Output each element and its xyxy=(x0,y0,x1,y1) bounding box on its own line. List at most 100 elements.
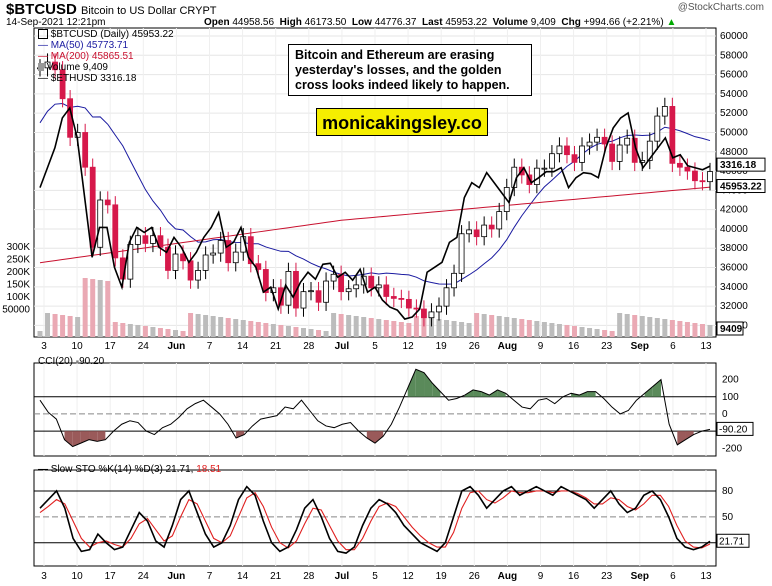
candle-body xyxy=(247,236,254,265)
candle-body xyxy=(232,251,239,264)
volume-bar xyxy=(37,331,43,337)
volume-bar xyxy=(534,321,540,337)
candle-body xyxy=(571,154,578,163)
legend-eth: — $ETHUSD 3316.18 xyxy=(38,73,137,84)
legend-ma200: — MA(200) 45865.51 xyxy=(38,51,134,62)
volume-bar xyxy=(300,328,306,337)
x-tick-label-bottom: 26 xyxy=(469,571,481,582)
x-tick-label-bottom: 14 xyxy=(237,571,249,582)
last-value: 45953.22 xyxy=(445,17,488,28)
candle-body xyxy=(165,246,171,271)
volume-bar xyxy=(165,329,171,337)
candle-body xyxy=(180,253,186,262)
ma200-line xyxy=(39,186,711,264)
candle-body xyxy=(594,136,600,143)
x-tick-label: 28 xyxy=(303,341,315,352)
cci-tick-label: 100 xyxy=(722,392,739,403)
volume-label: Volume xyxy=(492,17,528,28)
price-tick-label: 52000 xyxy=(720,108,748,119)
candle-body xyxy=(210,252,217,256)
candle-body xyxy=(579,145,585,163)
price-tick-label: 56000 xyxy=(720,70,748,81)
volume-tick-label: 150K xyxy=(7,280,31,291)
candle-body xyxy=(661,106,668,117)
x-tick-label: 14 xyxy=(237,341,249,352)
volume-bar xyxy=(270,324,276,337)
x-tick-label: 7 xyxy=(207,341,213,352)
candle-body xyxy=(669,106,676,164)
cci-fill-negative xyxy=(677,431,686,445)
legend-ma50-label: MA(50) 45773.71 xyxy=(50,40,129,51)
volume-bar xyxy=(210,316,216,337)
volume-bar xyxy=(331,313,337,337)
volume-bar xyxy=(647,317,653,337)
volume-bar xyxy=(699,324,705,337)
last-label: Last xyxy=(421,17,443,28)
candle-body xyxy=(601,136,608,145)
volume-bar xyxy=(556,324,562,337)
volume-bar xyxy=(526,320,532,337)
volume-bar xyxy=(308,329,314,337)
cci-title-text: CCI(20) -90.20 xyxy=(38,356,105,367)
sto-last-label: 21.71 xyxy=(719,536,744,547)
volume-bar xyxy=(278,325,284,337)
candle-body xyxy=(466,229,473,235)
volume-bar xyxy=(240,320,246,337)
x-tick-label-bottom: 7 xyxy=(207,571,213,582)
volume-bar xyxy=(391,321,397,337)
price-tick-label: 48000 xyxy=(720,147,748,158)
volume-bar xyxy=(60,315,66,337)
volume-bar xyxy=(157,328,163,337)
candle-body xyxy=(443,287,450,307)
candle-body xyxy=(172,253,179,271)
x-tick-label: 23 xyxy=(601,341,613,352)
volume-bar xyxy=(97,280,103,337)
ma50-line xyxy=(39,103,711,285)
candle-body xyxy=(684,166,691,172)
legend-ma50: — MA(50) 45773.71 xyxy=(38,40,129,51)
volume-bar xyxy=(225,318,231,337)
cci-fill-positive xyxy=(415,369,425,397)
legend-volume: Volume 9,409 xyxy=(38,62,174,73)
cci-tick-label: -200 xyxy=(722,443,742,454)
eth-line xyxy=(39,106,711,320)
quote-date: 14-Sep-2021 12:21pm xyxy=(6,17,106,28)
volume-bar xyxy=(173,330,179,337)
volume-bar xyxy=(481,314,487,337)
volume-bar xyxy=(579,327,585,337)
volume-bar xyxy=(75,317,81,337)
volume-bar xyxy=(105,281,111,337)
x-tick-label-bottom: 17 xyxy=(105,571,117,582)
volume-bar xyxy=(353,316,359,337)
legend-ma200-label: MA(200) 45865.51 xyxy=(50,51,134,62)
volume-bar xyxy=(587,328,593,337)
volume-bar xyxy=(406,323,412,337)
candle-body xyxy=(609,143,616,162)
volume-bar xyxy=(293,327,299,337)
cci-fill-positive xyxy=(407,369,416,397)
candle-body xyxy=(195,270,201,281)
volume-bar xyxy=(421,317,427,337)
price-tick-label: 36000 xyxy=(720,263,748,274)
volume-bar xyxy=(504,317,510,337)
x-tick-label-bottom: 3 xyxy=(41,571,47,582)
candle-body xyxy=(616,144,623,162)
cci-tick-label: 0 xyxy=(722,409,728,420)
volume-bar xyxy=(669,320,675,337)
x-tick-label: Aug xyxy=(498,341,517,352)
volume-bar xyxy=(90,279,96,337)
volume-tick-label: 100K xyxy=(7,292,31,303)
x-tick-label-bottom: 21 xyxy=(270,571,282,582)
volume-bar xyxy=(428,318,434,337)
candle-body xyxy=(639,160,646,163)
x-tick-label-bottom: Aug xyxy=(498,571,517,582)
volume-bar xyxy=(323,331,329,337)
x-tick-label-bottom: 10 xyxy=(72,571,84,582)
x-tick-label: 6 xyxy=(670,341,676,352)
candle-body xyxy=(375,284,382,289)
candle-body xyxy=(541,167,548,170)
volume-bar xyxy=(624,314,630,337)
cci-fill-negative xyxy=(375,431,384,444)
candle-body xyxy=(353,284,360,290)
